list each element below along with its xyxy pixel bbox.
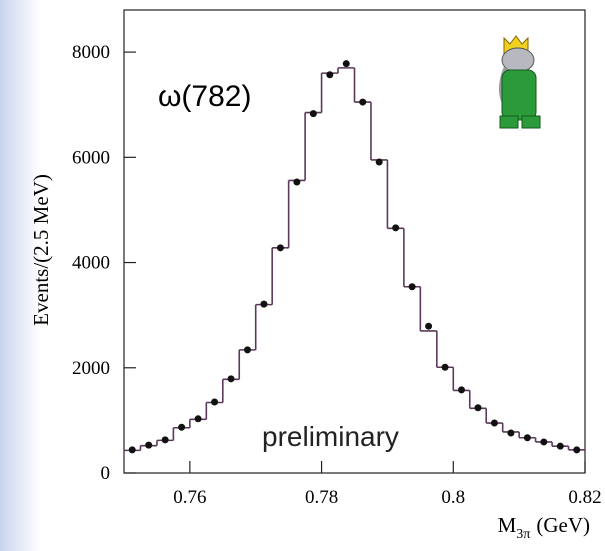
x-label-sub: 3π [516, 527, 530, 542]
data-point [227, 375, 235, 383]
data-point [392, 224, 400, 232]
y-tick-label: 6000 [72, 147, 110, 168]
data-point [145, 441, 153, 449]
data-point [211, 398, 219, 406]
data-point [540, 438, 548, 446]
data-point [359, 98, 367, 106]
data-point [425, 322, 433, 330]
data-point [243, 346, 251, 354]
data-point [490, 419, 498, 427]
data-point [326, 71, 334, 79]
plot-frame [123, 9, 586, 474]
x-tick-label: 0.8 [441, 487, 465, 508]
preliminary-label: preliminary [262, 421, 399, 452]
data-point [309, 110, 317, 118]
data-point [458, 386, 466, 394]
data-point [178, 423, 186, 431]
data-point [441, 363, 449, 371]
x-axis-label: M3π (GeV) [498, 513, 590, 542]
y-tick-label: 8000 [72, 42, 110, 63]
data-point [128, 446, 136, 454]
data-point [276, 244, 284, 252]
data-point [194, 415, 202, 423]
data-point [573, 446, 581, 454]
data-point [556, 442, 564, 450]
data-point [161, 436, 169, 444]
x-tick-label: 0.82 [568, 487, 601, 508]
y-tick-label: 4000 [72, 253, 110, 274]
logo [498, 35, 541, 129]
data-point [523, 434, 531, 442]
y-tick-label: 2000 [72, 358, 110, 379]
x-tick-label: 0.78 [305, 487, 338, 508]
x-label-unit: (GeV) [536, 513, 590, 537]
x-label-main: M [498, 513, 517, 537]
background-fade [0, 0, 40, 551]
data-point [507, 429, 515, 437]
resonance-label: ω(782) [158, 80, 251, 113]
data-point [342, 60, 350, 68]
y-axis-label: Events/(2.5 MeV) [29, 174, 53, 326]
data-point [408, 283, 416, 291]
data-point [474, 404, 482, 412]
data-point [260, 300, 268, 308]
data-point [293, 178, 301, 186]
y-tick-label: 0 [101, 463, 111, 484]
x-tick-label: 0.76 [173, 487, 206, 508]
data-point [375, 158, 383, 166]
